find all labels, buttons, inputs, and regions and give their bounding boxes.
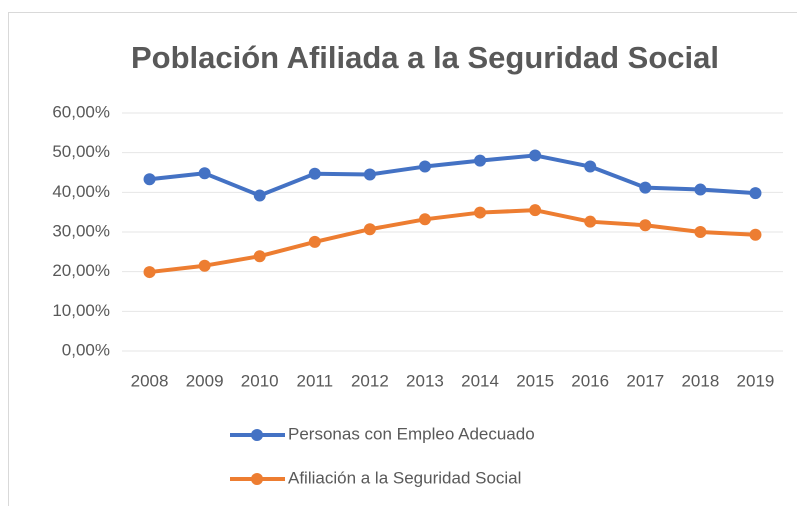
legend-label: Personas con Empleo Adecuado <box>288 424 535 443</box>
data-point <box>418 160 431 173</box>
x-tick-label: 2012 <box>351 371 389 390</box>
y-tick-label: 60,00% <box>52 102 110 121</box>
data-point <box>639 181 652 194</box>
x-tick-label: 2015 <box>516 371 554 390</box>
y-tick-label: 10,00% <box>52 301 110 320</box>
legend-label: Afiliación a la Seguridad Social <box>288 468 521 487</box>
chart-title: Población Afiliada a la Seguridad Social <box>131 40 719 75</box>
data-point <box>639 219 652 232</box>
data-point <box>198 259 211 272</box>
data-point <box>253 250 266 263</box>
data-point <box>749 228 762 241</box>
data-point <box>363 223 376 236</box>
y-tick-label: 20,00% <box>52 261 110 280</box>
data-point <box>363 168 376 181</box>
data-point <box>694 183 707 196</box>
x-tick-label: 2018 <box>681 371 719 390</box>
series-line <box>149 153 756 198</box>
data-point <box>584 215 597 228</box>
x-tick-label: 2019 <box>737 371 775 390</box>
data-point <box>143 266 156 279</box>
data-point <box>749 187 762 200</box>
x-tick-label: 2010 <box>241 371 279 390</box>
x-tick-label: 2011 <box>297 371 334 390</box>
legend-marker <box>251 473 263 485</box>
x-tick-label: 2009 <box>186 371 224 390</box>
data-point <box>694 226 707 238</box>
x-tick-label: 2017 <box>626 371 664 390</box>
data-point <box>308 167 321 180</box>
y-tick-label: 50,00% <box>52 142 110 161</box>
data-point <box>529 149 542 162</box>
data-point <box>253 189 266 202</box>
x-tick-label: 2016 <box>571 371 609 390</box>
y-tick-label: 0,00% <box>62 340 110 359</box>
data-point <box>198 167 211 180</box>
data-point <box>418 213 431 226</box>
data-point <box>529 204 542 217</box>
x-tick-label: 2013 <box>406 371 444 390</box>
x-tick-label: 2014 <box>461 371 499 390</box>
chart-border <box>8 12 797 506</box>
data-point <box>474 206 487 219</box>
data-point <box>474 154 487 167</box>
legend-marker <box>251 429 263 441</box>
data-point <box>584 160 597 173</box>
series-line <box>149 208 756 275</box>
data-point <box>143 173 156 186</box>
y-tick-label: 40,00% <box>52 182 110 201</box>
y-tick-label: 30,00% <box>52 221 110 240</box>
data-point <box>308 235 321 248</box>
x-tick-label: 2008 <box>131 371 169 390</box>
